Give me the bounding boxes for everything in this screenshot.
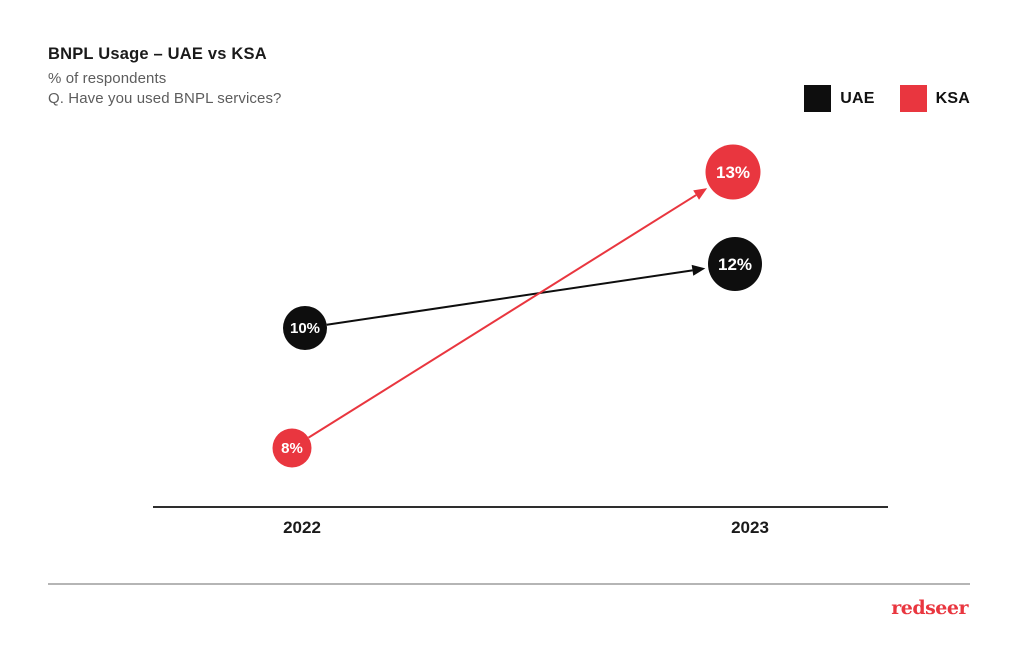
uae-bubble-2023	[708, 237, 762, 291]
footer-divider	[48, 583, 970, 585]
ksa-arrowhead-icon	[693, 188, 708, 200]
legend-label-uae: UAE	[840, 89, 875, 107]
chart-subtitle: % of respondents	[48, 70, 167, 87]
x-axis-label-2022: 2022	[283, 518, 321, 537]
uae-data-label-2022: 10%	[290, 320, 320, 337]
uae-swatch-icon	[804, 85, 832, 112]
uae-arrowhead-icon	[691, 264, 706, 276]
ksa-data-label-2022: 8%	[281, 440, 303, 457]
ksa-bubble-2022	[272, 428, 312, 468]
x-axis-label-2023: 2023	[731, 518, 769, 537]
uae-bubble-2022	[283, 306, 327, 350]
uae-trend-line	[326, 269, 693, 326]
ksa-trend-line	[307, 194, 697, 439]
ksa-data-label-2023: 13%	[716, 163, 750, 182]
legend-item-ksa: KSA	[899, 85, 970, 112]
redseer-logo: redseer	[891, 597, 968, 619]
chart-question: Q. Have you used BNPL services?	[48, 90, 282, 107]
legend: UAE KSA	[804, 85, 970, 112]
chart-header: BNPL Usage – UAE vs KSA % of respondents…	[48, 45, 281, 109]
legend-label-ksa: KSA	[935, 89, 970, 107]
chart-title: BNPL Usage – UAE vs KSA	[48, 45, 267, 63]
ksa-bubble-2023	[705, 144, 761, 200]
ksa-swatch-icon	[899, 85, 927, 112]
uae-data-label-2023: 12%	[718, 255, 752, 274]
legend-item-uae: UAE	[804, 85, 874, 112]
